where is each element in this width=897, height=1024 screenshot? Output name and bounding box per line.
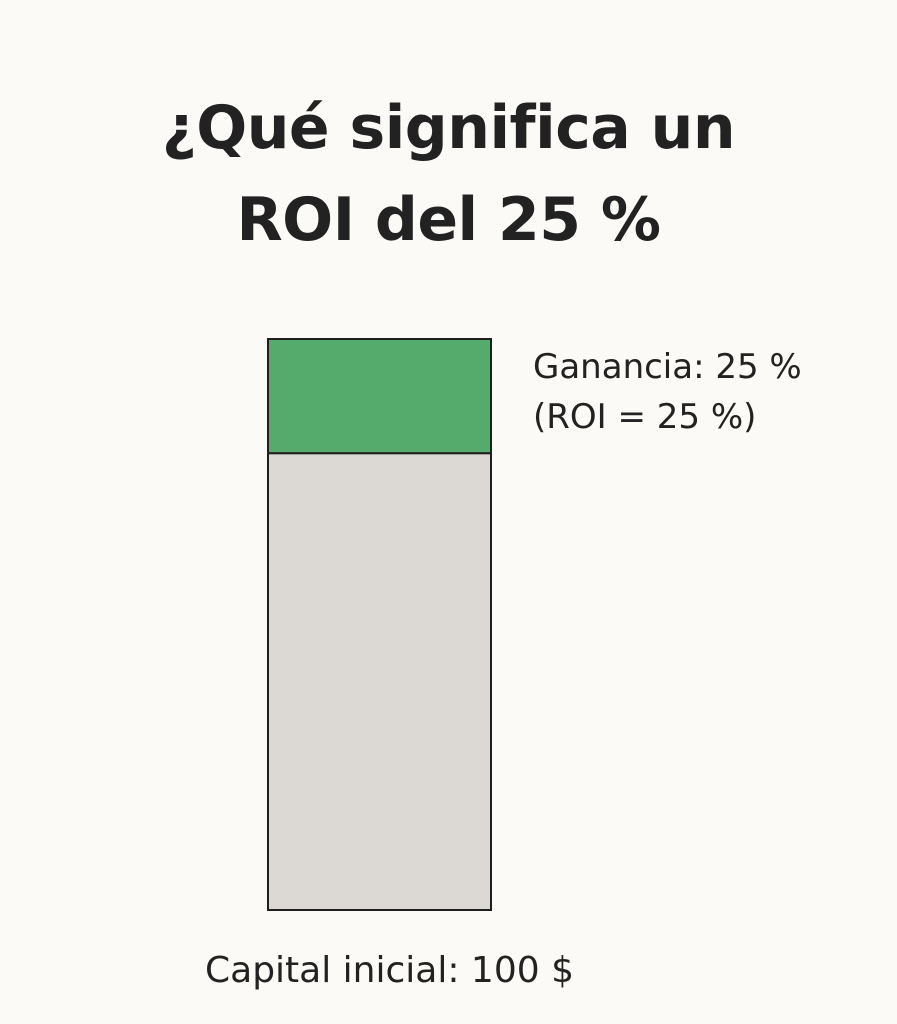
title-line-1: ¿Qué significa un	[161, 93, 736, 163]
title-line-2: ROI del 25 %	[236, 185, 661, 255]
gain-annotation-line-2: (ROI = 25 %)	[533, 397, 756, 437]
page-title: ¿Qué significa un ROI del 25 %	[0, 82, 897, 266]
gain-annotation-line-1: Ganancia: 25 %	[533, 347, 802, 387]
bar-segment-gain	[267, 338, 492, 455]
category-label: Capital inicial: 100 $	[205, 950, 574, 991]
bar-segment-capital	[267, 452, 492, 911]
